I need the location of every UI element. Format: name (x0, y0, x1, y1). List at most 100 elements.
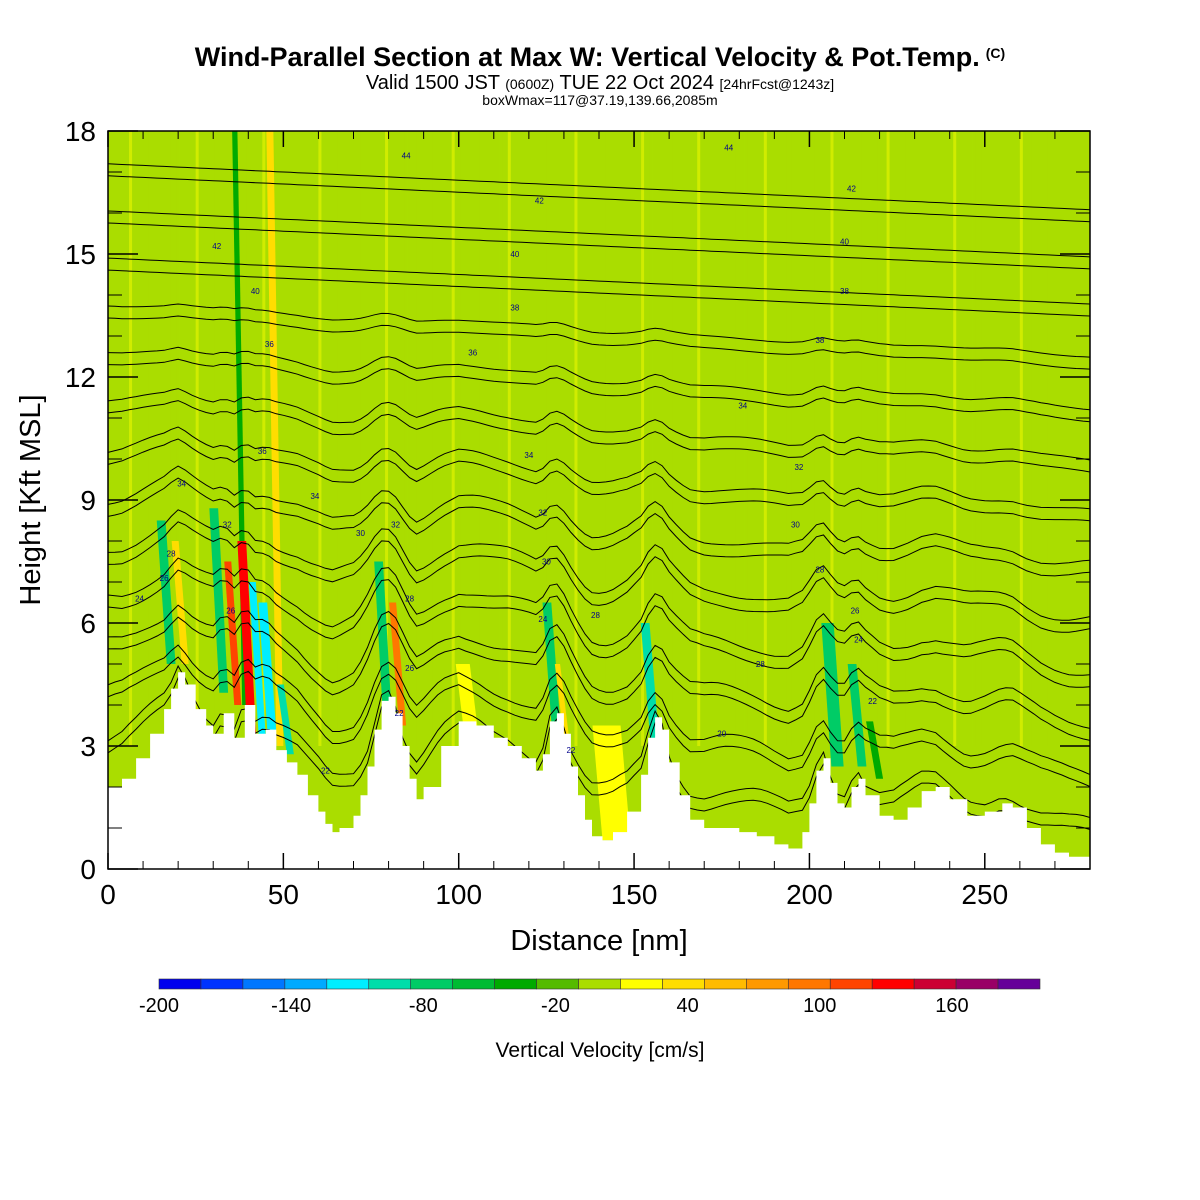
colorbar-tick-label: -140 (271, 995, 311, 1017)
velocity-streak (499, 131, 503, 746)
velocity-streak (763, 131, 767, 746)
plot-area: 20 22 22 22 22 24 24 24 26 26 26 26 28 28 28 28 28 30 30 30… (108, 131, 1090, 869)
colorbar-swatch (368, 978, 412, 990)
velocity-streak (385, 131, 389, 746)
valid-zulu: (0600Z) (505, 76, 555, 92)
theta-contour-label: 34 (177, 480, 186, 489)
velocity-feature (258, 602, 278, 746)
velocity-streak (593, 131, 597, 746)
velocity-streak (223, 131, 227, 746)
x-tick-label: 200 (786, 879, 833, 910)
theta-contour (108, 210, 1090, 258)
velocity-streak (262, 131, 266, 746)
x-tick-label: 150 (611, 879, 658, 910)
colorbar-tick-label: 160 (935, 995, 968, 1017)
theta-contour-label: 38 (815, 336, 824, 345)
theta-contour (108, 175, 1090, 223)
colorbar-swatch (746, 978, 789, 990)
colorbar-swatch (242, 978, 286, 990)
velocity-streak (877, 131, 881, 746)
theta-contour (108, 388, 1090, 461)
theta-contour (108, 346, 1090, 411)
valid-prefix: Valid 1500 JST (365, 72, 500, 94)
velocity-streak (309, 131, 313, 746)
velocity-streak (1028, 131, 1032, 746)
copyright-mark: (C) (985, 45, 1006, 61)
velocity-feature (389, 602, 407, 726)
theta-contour-label: 36 (468, 348, 477, 357)
theta-contour-label: 42 (847, 184, 856, 193)
y-tick-label: 9 (80, 485, 96, 516)
theta-contour-label: 32 (223, 521, 232, 530)
velocity-streak (972, 131, 976, 746)
velocity-streak (886, 131, 890, 746)
velocity-streak (479, 131, 483, 746)
theta-contour (108, 664, 1090, 818)
theta-contour (108, 222, 1090, 270)
theta-contour (108, 509, 1090, 621)
x-tick-label: 0 (100, 879, 116, 910)
velocity-streak (318, 131, 322, 746)
theta-contour (108, 257, 1090, 305)
colorbar-swatch (200, 978, 244, 990)
colorbar-title: Vertical Velocity [cm/s] (496, 1039, 705, 1062)
theta-contour-label: 22 (566, 746, 575, 755)
colorbar-swatch (326, 978, 370, 990)
theta-contour-label: 28 (405, 594, 414, 603)
theta-contour-label: 26 (226, 607, 235, 616)
colorbar-tick-label: -80 (409, 995, 438, 1017)
theta-contour-label: 22 (868, 697, 877, 706)
velocity-streak (669, 131, 673, 746)
velocity-feature (156, 520, 176, 664)
velocity-feature (592, 725, 631, 841)
y-axis-label: Height [Kft MSL] (15, 394, 47, 605)
colorbar-swatch (997, 978, 1041, 990)
theta-contour (108, 303, 1090, 358)
theta-contour-label: 44 (402, 152, 411, 161)
x-tick-label: 100 (435, 879, 482, 910)
velocity-streak (404, 131, 408, 746)
colorbar-swatch (829, 978, 873, 990)
velocity-streak (432, 131, 436, 746)
velocity-streak (716, 131, 720, 746)
theta-contour-label: 20 (717, 730, 726, 739)
velocity-streak (129, 131, 133, 746)
velocity-streak (602, 131, 606, 746)
valid-time-line: Valid 1500 JST (0600Z) TUE 22 Oct 2024 [… (0, 72, 1200, 95)
theta-contour-label: 28 (815, 566, 824, 575)
theta-contour-label: 26 (405, 664, 414, 673)
theta-contour-label: 28 (591, 611, 600, 620)
theta-contour-label: 34 (310, 492, 319, 501)
velocity-streak (735, 131, 739, 746)
forecast-info: [24hrFcst@1243z] (719, 76, 835, 92)
x-tick-label: 250 (961, 879, 1008, 910)
colorbar-swatch (578, 978, 621, 990)
velocity-feature (248, 582, 266, 738)
colorbar-swatch (871, 978, 915, 990)
colorbar-swatch (662, 978, 705, 990)
velocity-streak (953, 131, 957, 746)
colorbar-swatch (452, 978, 495, 990)
velocity-streak (1047, 131, 1051, 746)
velocity-streak (546, 131, 550, 746)
colorbar-swatch (955, 978, 999, 990)
theta-contour (108, 400, 1090, 473)
velocity-streak (905, 131, 909, 746)
theta-contour-label: 36 (258, 447, 267, 456)
theta-contour-label: 44 (724, 143, 733, 152)
theta-contour-label: 40 (510, 250, 519, 259)
theta-contour-label: 26 (160, 574, 169, 583)
terrain (108, 672, 1090, 869)
velocity-streak (167, 131, 171, 746)
velocity-streak (1067, 131, 1071, 746)
velocity-streak (933, 131, 937, 746)
theta-contour-label: 38 (510, 303, 519, 312)
velocity-streak (413, 131, 417, 746)
colorbar-swatch (787, 978, 831, 990)
theta-contour-label: 30 (791, 521, 800, 530)
velocity-streak (243, 131, 247, 746)
velocity-feature (237, 541, 257, 738)
velocity-streak (858, 131, 862, 746)
theta-contour (108, 569, 1090, 688)
theta-contour-label: 22 (395, 709, 404, 718)
